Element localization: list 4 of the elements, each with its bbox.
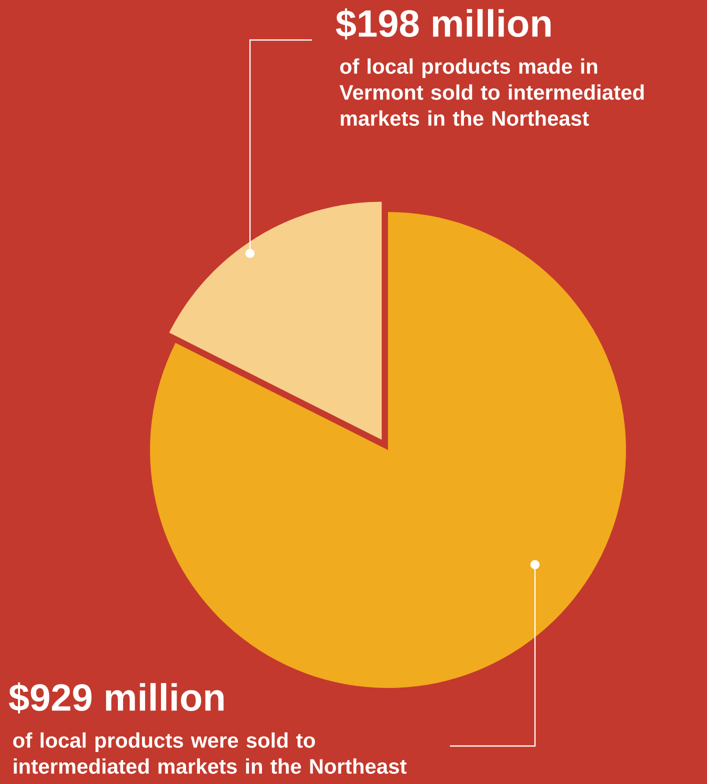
data-label: $929 million — [8, 682, 224, 714]
slice-label: of local products were sold to intermediated markets in the Northeast — [13, 732, 407, 774]
slice-label: of local products made in Vermont sold to intermediated markets in the Northeast — [340, 58, 644, 126]
data-label: $198 million — [336, 8, 551, 40]
